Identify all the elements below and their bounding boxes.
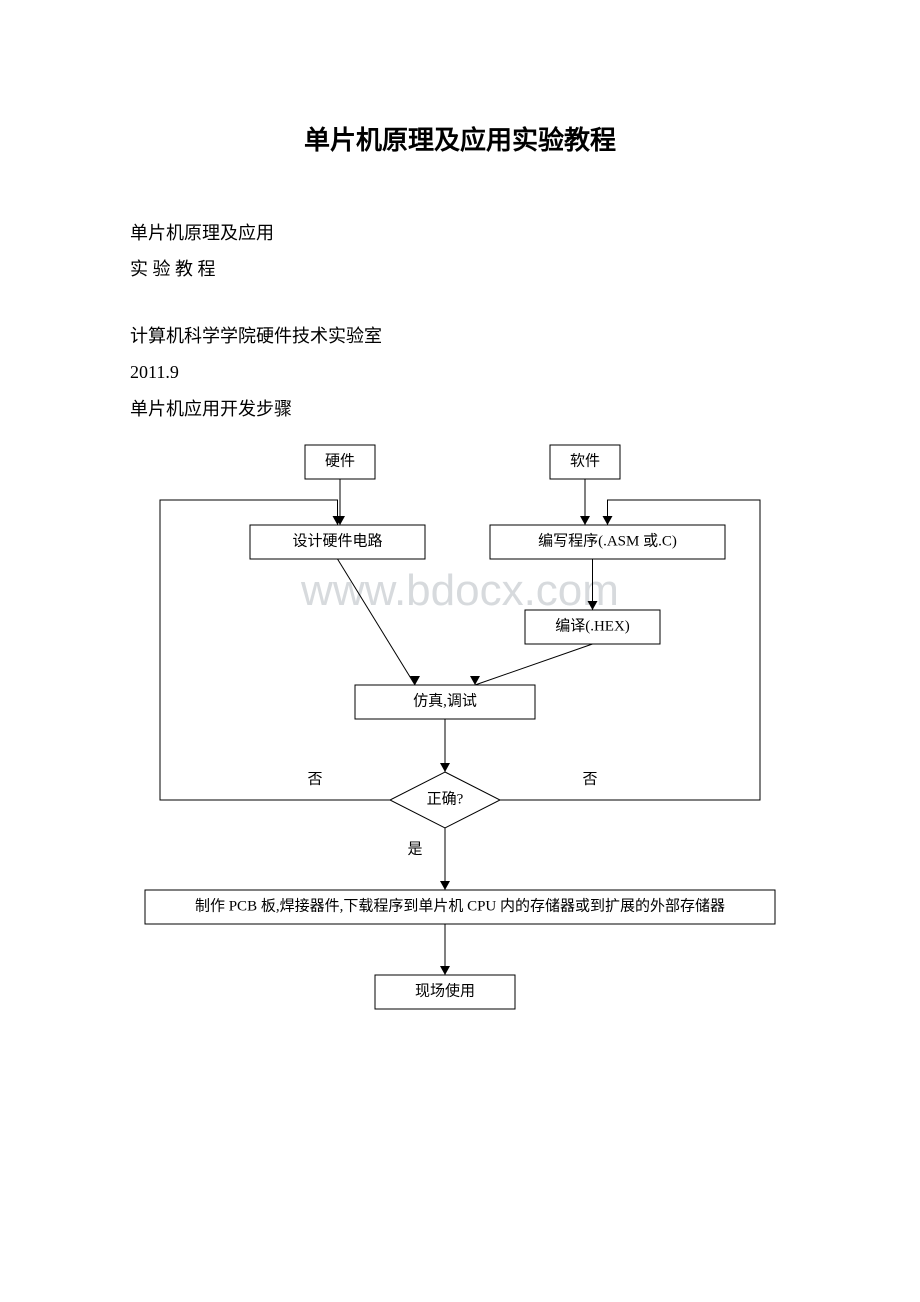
paragraph-dept: 计算机科学学院硬件技术实验室	[130, 320, 790, 352]
svg-text:编译(.HEX): 编译(.HEX)	[555, 617, 630, 634]
svg-text:软件: 软件	[570, 452, 600, 469]
flowchart-svg: www.bdocx.com 硬件 软件设计硬件电路 编写程序(.ASM 或.C) 编译(…	[130, 435, 790, 1070]
document-page: 单片机原理及应用实验教程 单片机原理及应用 实 验 教 程 计算机科学学院硬件技…	[0, 0, 920, 1130]
svg-text:编写程序(.ASM 或.C): 编写程序(.ASM 或.C)	[538, 532, 677, 549]
svg-text:正确?: 正确?	[427, 790, 464, 807]
svg-text:现场使用: 现场使用	[415, 982, 475, 999]
svg-text:否: 否	[582, 771, 597, 787]
paragraph-subtitle-1: 单片机原理及应用	[130, 217, 790, 249]
paragraph-subtitle-2: 实 验 教 程	[130, 253, 790, 285]
svg-text:硬件: 硬件	[325, 452, 355, 469]
svg-text:制作 PCB 板,焊接器件,下载程序到单片机 CPU 内的存: 制作 PCB 板,焊接器件,下载程序到单片机 CPU 内的存储器或到扩展的外部存…	[195, 896, 725, 914]
flowchart-container: www.bdocx.com 硬件 软件设计硬件电路 编写程序(.ASM 或.C) 编译(…	[130, 435, 790, 1070]
doc-title: 单片机原理及应用实验教程	[130, 120, 790, 157]
svg-text:仿真,调试: 仿真,调试	[413, 691, 477, 709]
svg-text:否: 否	[307, 771, 322, 787]
svg-text:www.bdocx.com: www.bdocx.com	[300, 566, 619, 615]
svg-text:是: 是	[407, 841, 422, 857]
paragraph-date: 2011.9	[130, 356, 790, 388]
svg-text:设计硬件电路: 设计硬件电路	[292, 532, 382, 549]
paragraph-section-heading: 单片机应用开发步骤	[130, 393, 790, 425]
